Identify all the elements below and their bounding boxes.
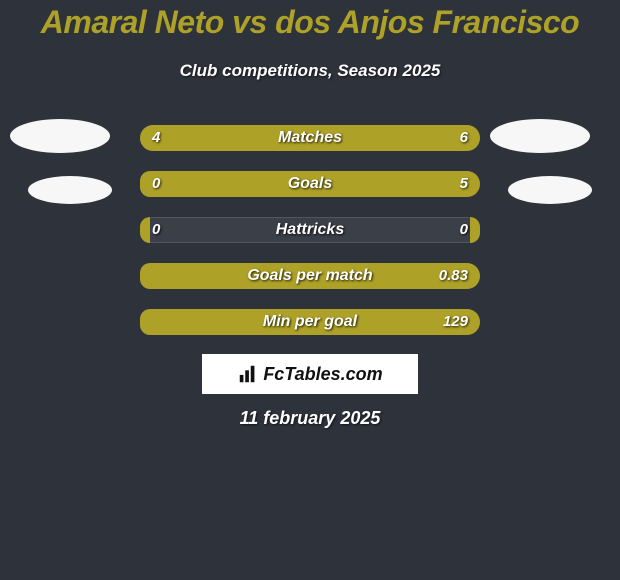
stat-row: 00Hattricks [140, 217, 480, 243]
stat-label: Hattricks [140, 217, 480, 243]
stat-row: 46Matches [140, 125, 480, 151]
stat-row: 0.83Goals per match [140, 263, 480, 289]
stat-row: 129Min per goal [140, 309, 480, 335]
brand-box: FcTables.com [202, 354, 418, 394]
stat-label: Goals per match [140, 263, 480, 289]
team-left-badge-1 [10, 119, 110, 153]
brand-chart-icon [237, 363, 259, 385]
chart-title: Amaral Neto vs dos Anjos Francisco [0, 4, 620, 41]
stat-label: Goals [140, 171, 480, 197]
team-right-badge-1 [490, 119, 590, 153]
brand-text: FcTables.com [263, 364, 382, 385]
chart-date: 11 february 2025 [0, 408, 620, 429]
comparison-chart: Amaral Neto vs dos Anjos Francisco Club … [0, 0, 620, 580]
team-left-badge-2 [28, 176, 112, 204]
stat-label: Matches [140, 125, 480, 151]
chart-subtitle: Club competitions, Season 2025 [0, 61, 620, 81]
team-right-badge-2 [508, 176, 592, 204]
stat-label: Min per goal [140, 309, 480, 335]
stat-row: 05Goals [140, 171, 480, 197]
